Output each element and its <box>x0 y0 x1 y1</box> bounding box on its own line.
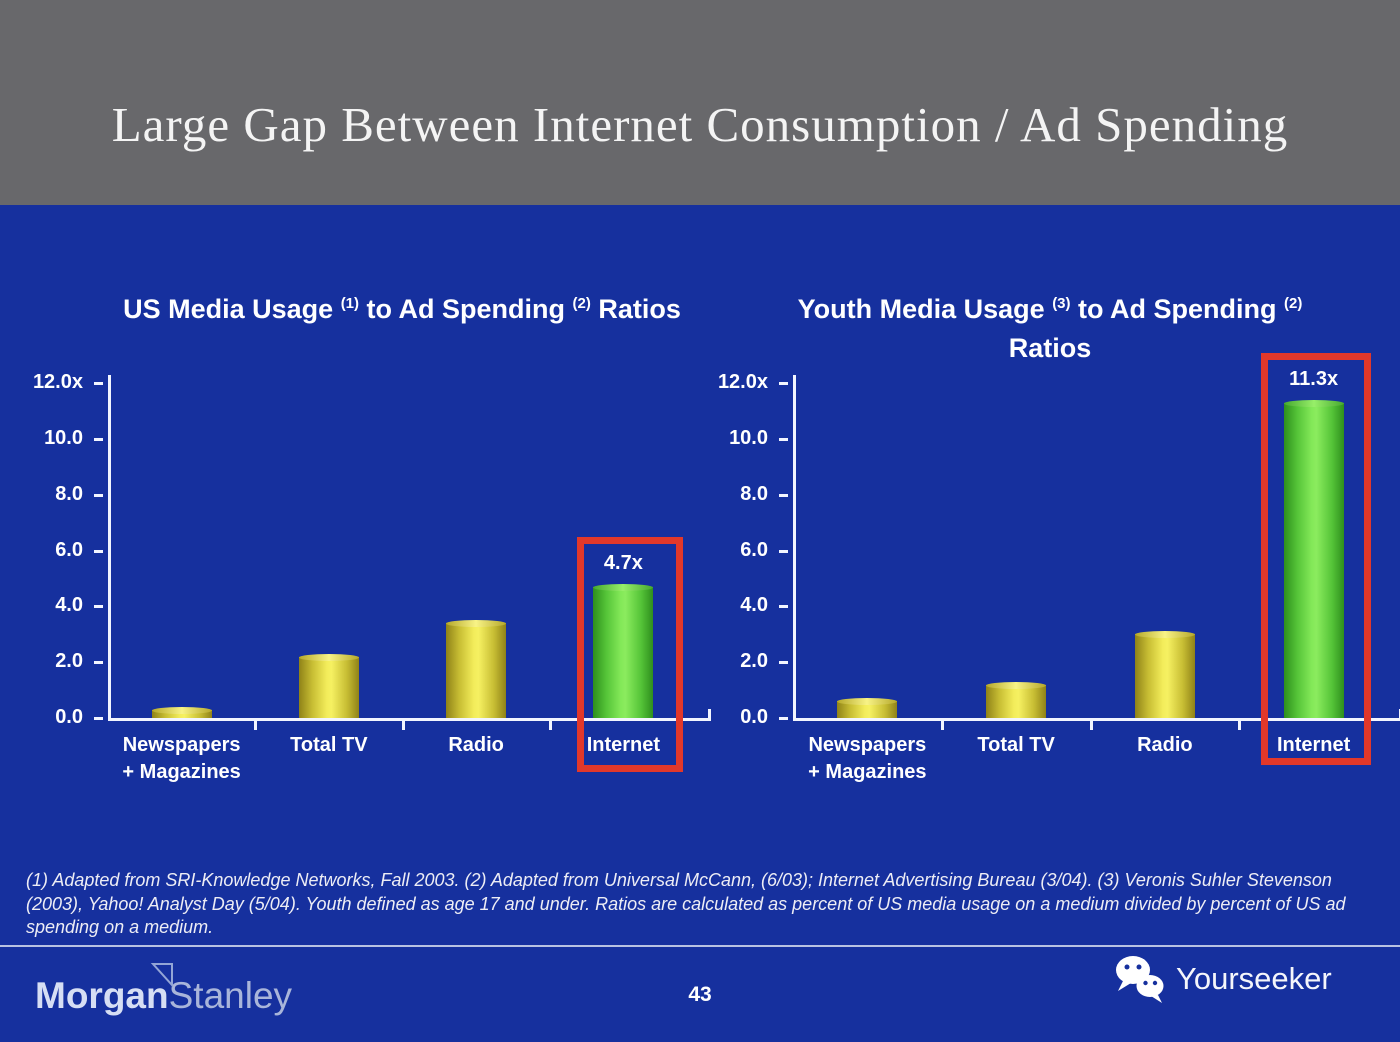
ytick-mark <box>94 493 103 497</box>
ytick-mark <box>94 605 103 609</box>
xtick-mark <box>548 721 552 730</box>
bar-radio <box>446 620 507 718</box>
ytick-label: 12.0x <box>717 371 768 393</box>
ytick-mark <box>779 661 788 665</box>
ytick-mark <box>779 549 788 553</box>
ytick-mark <box>94 717 103 720</box>
category-label-line: + Magazines <box>808 761 927 783</box>
title-text: Youth Media Usage <box>797 294 1053 324</box>
ytick-mark <box>94 661 103 665</box>
category-label-newspapers-magazines: Newspapers + Magazines <box>97 732 267 786</box>
bar-radio <box>1134 631 1195 718</box>
bar-internet <box>593 583 654 718</box>
page-number: 43 <box>688 983 712 1006</box>
highlight-box <box>577 537 683 772</box>
category-label-internet: Internet <box>1229 732 1399 759</box>
title-superscript: (1) <box>340 295 360 312</box>
category-label-line: Newspapers <box>122 734 241 756</box>
category-label-radio: Radio <box>1080 732 1250 759</box>
yourseeker-text: Yourseeker <box>1176 961 1332 996</box>
footer-separator <box>0 945 1400 947</box>
ytick-mark <box>779 717 788 720</box>
y-axis <box>793 375 796 718</box>
category-label-line: Radio <box>1137 734 1193 756</box>
ytick-label: 6.0 <box>740 538 768 561</box>
category-label-radio: Radio <box>391 732 561 759</box>
slide-title: Large Gap Between Internet Consumption /… <box>111 97 1289 152</box>
wechat-bubbles-icon <box>1116 956 1164 1003</box>
category-label-total-tv: Total TV <box>244 732 414 759</box>
title-superscript: (2) <box>572 295 591 312</box>
category-label-newspapers-magazines: Newspapers + Magazines <box>782 732 952 786</box>
category-label-line: Internet <box>1276 734 1351 756</box>
ytick-mark <box>94 437 103 441</box>
x-axis <box>108 718 711 721</box>
ytick-label: 2.0 <box>55 650 83 673</box>
category-label-line: + Magazines <box>122 761 241 783</box>
ytick-mark <box>94 549 103 553</box>
x-axis-end-tick <box>708 709 711 718</box>
ytick-label: 8.0 <box>55 482 83 505</box>
ytick-mark <box>779 605 788 609</box>
bar-value-label: 4.7x <box>603 551 643 574</box>
yourseeker-logo: Yourseeker <box>1112 954 1332 1004</box>
xtick-mark <box>401 721 405 730</box>
xtick-mark <box>1238 721 1242 730</box>
category-label-internet: Internet <box>538 732 708 759</box>
ytick-label: 10.0 <box>44 426 83 449</box>
category-label-line: Radio <box>448 734 504 756</box>
ytick-mark <box>779 493 788 497</box>
y-axis <box>108 375 111 718</box>
category-label-line: Internet <box>586 734 661 756</box>
category-label-total-tv: Total TV <box>931 732 1101 759</box>
xtick-mark <box>940 721 944 730</box>
bar-value-label: 11.3x <box>1289 367 1339 390</box>
ytick-label: 8.0 <box>740 482 768 505</box>
ytick-label: 2.0 <box>740 650 768 673</box>
ytick-label: 4.0 <box>740 594 768 617</box>
chart-title: Youth Media Usage (3) to Ad Spending (2)… <box>730 292 1370 365</box>
title-superscript: (3) <box>1052 295 1071 312</box>
chart-title: US Media Usage (1) to Ad Spending (2) Ra… <box>82 292 722 331</box>
bar-newspapers-magazines <box>837 698 898 718</box>
title-text: Ratios <box>590 294 681 324</box>
ytick-label: 12.0x <box>32 371 83 393</box>
ytick-mark <box>779 382 788 385</box>
bar-internet <box>1283 399 1344 718</box>
title-text: to Ad Spending <box>1070 294 1284 324</box>
ytick-label: 0.0 <box>55 706 83 728</box>
x-axis <box>793 718 1400 721</box>
ytick-mark <box>94 382 103 385</box>
title-text: to Ad Spending <box>359 294 573 324</box>
morgan-stanley-triangle-icon <box>150 963 173 988</box>
morgan-stanley-logo: MorganStanley <box>35 975 292 1017</box>
title-text: US Media Usage <box>123 294 341 324</box>
footnote: (1) Adapted from SRI-Knowledge Networks,… <box>26 870 1346 937</box>
morgan-text: Morgan <box>35 975 169 1016</box>
ytick-label: 4.0 <box>55 594 83 617</box>
ytick-label: 10.0 <box>729 426 768 449</box>
ytick-label: 6.0 <box>55 538 83 561</box>
ytick-mark <box>779 437 788 441</box>
stanley-text: Stanley <box>168 975 293 1016</box>
title-text: Ratios <box>1008 333 1092 363</box>
header-band <box>0 0 1400 205</box>
xtick-mark <box>1089 721 1093 730</box>
category-label-line: Newspapers <box>808 734 927 756</box>
category-label-line: Total TV <box>977 734 1055 756</box>
category-label-line: Total TV <box>290 734 368 756</box>
bar-total-tv <box>986 681 1047 718</box>
xtick-mark <box>254 721 258 730</box>
title-superscript: (2) <box>1284 295 1303 312</box>
bar-newspapers-magazines <box>151 706 212 718</box>
bar-total-tv <box>298 653 359 718</box>
highlight-box <box>1261 353 1371 765</box>
ytick-label: 0.0 <box>740 706 768 728</box>
